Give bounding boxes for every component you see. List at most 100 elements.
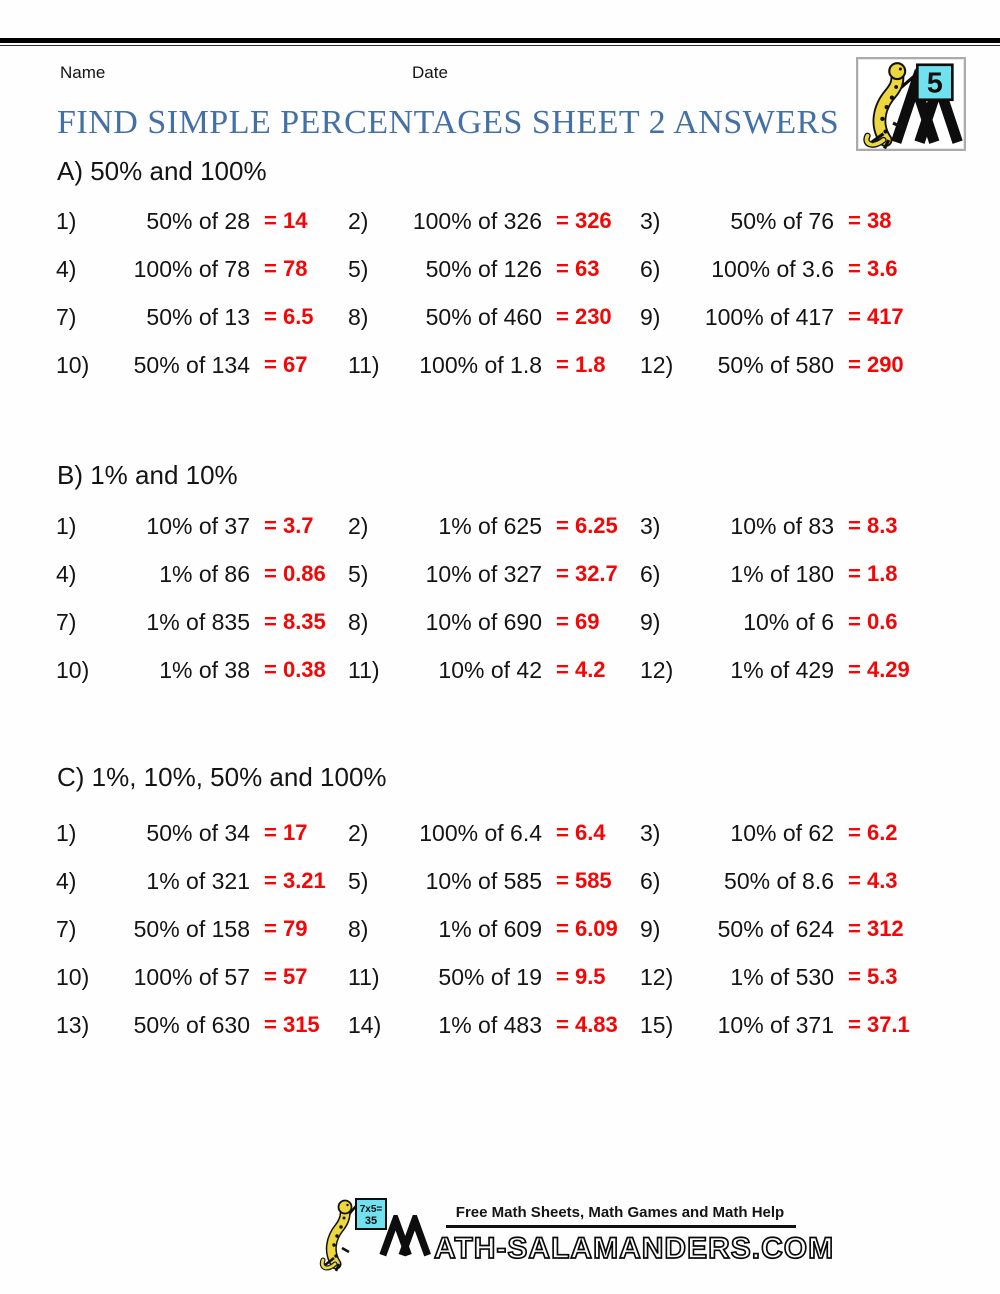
problem-answer: = 290 — [848, 352, 904, 377]
section-b: B) 1% and 10% 1) 10% of 37 = 3.7 2) 1% of 62… — [0, 459, 1000, 694]
problem-item: 8) 10% of 690 = 69 — [348, 598, 640, 646]
problem-answer: = 5.3 — [848, 964, 898, 989]
problem-item: 4) 1% of 86 = 0.86 — [56, 550, 348, 598]
problem-number: 15) — [640, 1011, 674, 1038]
problem-text: 50% of 76 — [730, 207, 834, 234]
problem-item: 14) 1% of 483 = 4.83 — [348, 1001, 640, 1049]
problem-item: 3) 10% of 62 = 6.2 — [640, 809, 932, 857]
problem-item: 8) 50% of 460 = 230 — [348, 293, 640, 341]
problem-item: 1) 10% of 37 = 3.7 — [56, 502, 348, 550]
footer-salamander: 7x5= 35 — [318, 1196, 390, 1272]
problem-answer: = 4.3 — [848, 868, 898, 893]
problem-text: 10% of 42 — [438, 656, 542, 683]
problem-number: 12) — [640, 963, 674, 990]
problem-answer: = 6.09 — [556, 916, 618, 941]
problem-answer: = 57 — [264, 964, 308, 989]
problem-item: 3) 50% of 76 = 38 — [640, 197, 932, 245]
problem-answer: = 315 — [264, 1012, 320, 1037]
problem-answer: = 6.2 — [848, 820, 898, 845]
name-label: Name — [60, 63, 106, 82]
problem-answer: = 17 — [264, 820, 308, 845]
problem-number: 12) — [640, 656, 674, 683]
problem-item: 12) 1% of 530 = 5.3 — [640, 953, 932, 1001]
problem-answer: = 69 — [556, 609, 600, 634]
problem-answer: = 6.4 — [556, 820, 606, 845]
problem-text: 10% of 327 — [425, 560, 542, 587]
problem-answer: = 38 — [848, 208, 892, 233]
problem-item: 2) 100% of 326 = 326 — [348, 197, 640, 245]
problem-answer: = 67 — [264, 352, 308, 377]
problem-answer: = 4.29 — [848, 657, 910, 682]
m-logo-icon — [378, 1215, 434, 1257]
problem-item: 7) 1% of 835 = 8.35 — [56, 598, 348, 646]
problem-answer: = 1.8 — [848, 561, 898, 586]
problem-number: 1) — [56, 207, 77, 234]
problem-number: 4) — [56, 255, 77, 282]
problem-item: 15) 10% of 371 = 37.1 — [640, 1001, 932, 1049]
problem-answer: = 0.38 — [264, 657, 326, 682]
problem-answer: = 63 — [556, 256, 600, 281]
problem-answer: = 37.1 — [848, 1012, 910, 1037]
problem-text: 1% of 38 — [159, 656, 250, 683]
problem-text: 50% of 126 — [425, 255, 542, 282]
problem-answer: = 0.86 — [264, 561, 326, 586]
problem-number: 3) — [640, 207, 661, 234]
problem-answer: = 8.3 — [848, 513, 898, 538]
salamander-badge-logo: 5 — [856, 57, 966, 151]
problem-text: 50% of 34 — [146, 819, 250, 846]
problem-number: 13) — [56, 1011, 90, 1038]
problem-item: 8) 1% of 609 = 6.09 — [348, 905, 640, 953]
problem-item: 6) 50% of 8.6 = 4.3 — [640, 857, 932, 905]
problem-number: 8) — [348, 915, 369, 942]
problem-item: 9) 100% of 417 = 417 — [640, 293, 932, 341]
footer-logo: 7x5= 35 Free Mat — [318, 1196, 1000, 1272]
problem-item: 7) 50% of 13 = 6.5 — [56, 293, 348, 341]
problem-text: 1% of 835 — [146, 608, 250, 635]
problem-number: 11) — [348, 351, 380, 378]
problem-text: 1% of 86 — [159, 560, 250, 587]
problem-answer: = 230 — [556, 304, 612, 329]
problem-text: 100% of 6.4 — [419, 819, 542, 846]
problem-answer: = 585 — [556, 868, 612, 893]
problem-text: 1% of 321 — [146, 867, 250, 894]
problem-number: 11) — [348, 963, 380, 990]
problem-number: 6) — [640, 255, 661, 282]
problem-number: 8) — [348, 303, 369, 330]
problem-text: 50% of 580 — [717, 351, 834, 378]
footer-site-name: ATH-SALAMANDERS.COM — [433, 1231, 835, 1266]
problem-number: 4) — [56, 867, 77, 894]
problem-number: 10) — [56, 351, 90, 378]
problem-number: 9) — [640, 303, 661, 330]
problem-item: 10) 50% of 134 = 67 — [56, 341, 348, 389]
problem-number: 5) — [348, 867, 369, 894]
problem-answer: = 3.7 — [264, 513, 314, 538]
problem-text: 1% of 625 — [438, 512, 542, 539]
problem-answer: = 32.7 — [556, 561, 618, 586]
problem-item: 11) 50% of 19 = 9.5 — [348, 953, 640, 1001]
problem-item: 3) 10% of 83 = 8.3 — [640, 502, 932, 550]
section-b-heading: B) 1% and 10% — [57, 460, 238, 490]
problem-item: 2) 1% of 625 = 6.25 — [348, 502, 640, 550]
problem-text: 1% of 429 — [730, 656, 834, 683]
badge-number: 5 — [927, 67, 943, 99]
problem-item: 9) 10% of 6 = 0.6 — [640, 598, 932, 646]
problem-text: 50% of 19 — [438, 963, 542, 990]
section-c: C) 1%, 10%, 50% and 100% 1) 50% of 34 = 17… — [0, 761, 1000, 1049]
section-c-heading: C) 1%, 10%, 50% and 100% — [57, 762, 387, 792]
problem-item: 2) 100% of 6.4 = 6.4 — [348, 809, 640, 857]
problem-text: 10% of 690 — [425, 608, 542, 635]
section-a-heading: A) 50% and 100% — [57, 156, 267, 186]
top-divider-rule — [0, 38, 1000, 47]
problem-number: 1) — [56, 819, 77, 846]
problem-text: 10% of 371 — [717, 1011, 834, 1038]
problem-number: 2) — [348, 819, 369, 846]
problem-text: 100% of 326 — [412, 207, 542, 234]
problem-answer: = 8.35 — [264, 609, 326, 634]
problem-answer: = 312 — [848, 916, 904, 941]
section-a: A) 50% and 100% 1) 50% of 28 = 14 2) 100% of… — [0, 155, 1000, 389]
problem-text: 1% of 609 — [438, 915, 542, 942]
section-b-problems: 1) 10% of 37 = 3.7 2) 1% of 625 = 6.25 3) 10% o… — [56, 502, 932, 694]
problem-item: 7) 50% of 158 = 79 — [56, 905, 348, 953]
footer-text-block: Free Math Sheets, Math Games and Math He… — [379, 1196, 835, 1269]
